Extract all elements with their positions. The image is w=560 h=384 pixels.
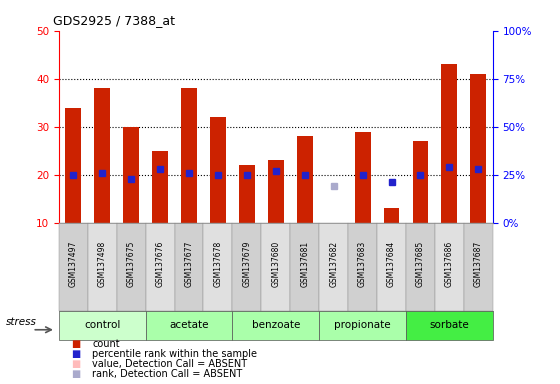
Bar bbox=[268, 161, 284, 223]
Bar bbox=[66, 108, 81, 223]
Text: ■: ■ bbox=[71, 359, 80, 369]
Text: GSM137684: GSM137684 bbox=[387, 240, 396, 286]
Text: ■: ■ bbox=[71, 369, 80, 379]
Text: GSM137685: GSM137685 bbox=[416, 240, 425, 286]
Text: value, Detection Call = ABSENT: value, Detection Call = ABSENT bbox=[92, 359, 248, 369]
Bar bbox=[210, 117, 226, 223]
Bar bbox=[413, 141, 428, 223]
Text: GSM137675: GSM137675 bbox=[127, 240, 136, 287]
Text: GSM137682: GSM137682 bbox=[329, 240, 338, 286]
Text: GSM137687: GSM137687 bbox=[474, 240, 483, 286]
Bar bbox=[354, 131, 371, 223]
Text: count: count bbox=[92, 339, 120, 349]
Text: GSM137676: GSM137676 bbox=[156, 240, 165, 287]
Text: acetate: acetate bbox=[169, 320, 209, 331]
Text: percentile rank within the sample: percentile rank within the sample bbox=[92, 349, 258, 359]
Text: benzoate: benzoate bbox=[251, 320, 300, 331]
Bar bbox=[239, 165, 255, 223]
Bar bbox=[123, 127, 139, 223]
Text: GSM137683: GSM137683 bbox=[358, 240, 367, 286]
Text: stress: stress bbox=[6, 316, 36, 327]
Bar bbox=[181, 88, 197, 223]
Text: sorbate: sorbate bbox=[430, 320, 469, 331]
Text: GSM137686: GSM137686 bbox=[445, 240, 454, 286]
Text: GSM137680: GSM137680 bbox=[271, 240, 281, 286]
Text: GSM137497: GSM137497 bbox=[69, 240, 78, 287]
Bar bbox=[441, 64, 458, 223]
Text: GSM137681: GSM137681 bbox=[300, 240, 309, 286]
Text: rank, Detection Call = ABSENT: rank, Detection Call = ABSENT bbox=[92, 369, 242, 379]
Text: GSM137498: GSM137498 bbox=[97, 240, 107, 286]
Bar bbox=[470, 74, 486, 223]
Text: ■: ■ bbox=[71, 349, 80, 359]
Bar bbox=[94, 88, 110, 223]
Text: GDS2925 / 7388_at: GDS2925 / 7388_at bbox=[53, 14, 175, 27]
Bar bbox=[297, 136, 312, 223]
Bar bbox=[152, 151, 168, 223]
Bar bbox=[384, 208, 399, 223]
Text: control: control bbox=[84, 320, 120, 331]
Text: ■: ■ bbox=[71, 339, 80, 349]
Text: GSM137679: GSM137679 bbox=[242, 240, 251, 287]
Text: GSM137678: GSM137678 bbox=[213, 240, 222, 286]
Text: GSM137677: GSM137677 bbox=[184, 240, 194, 287]
Text: propionate: propionate bbox=[334, 320, 391, 331]
